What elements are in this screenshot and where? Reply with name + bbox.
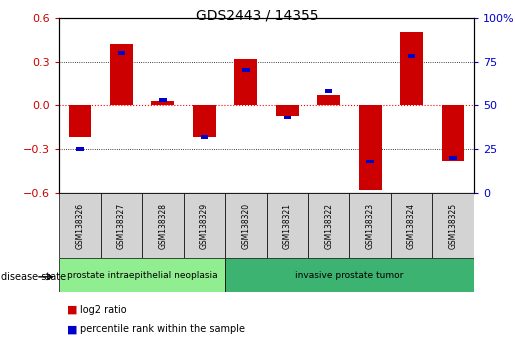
Text: GSM138329: GSM138329 bbox=[200, 202, 209, 249]
Bar bbox=[118, 51, 125, 55]
Bar bbox=[59, 258, 225, 292]
Bar bbox=[391, 193, 433, 258]
Bar bbox=[284, 116, 291, 119]
Bar bbox=[151, 101, 174, 105]
Bar bbox=[142, 193, 183, 258]
Text: ■: ■ bbox=[67, 305, 77, 315]
Bar bbox=[317, 95, 340, 105]
Bar bbox=[308, 193, 349, 258]
Text: invasive prostate tumor: invasive prostate tumor bbox=[295, 271, 404, 280]
Bar bbox=[193, 105, 216, 137]
Bar bbox=[367, 160, 374, 163]
Bar bbox=[225, 193, 267, 258]
Text: GSM138321: GSM138321 bbox=[283, 203, 291, 249]
Text: GSM138326: GSM138326 bbox=[76, 202, 84, 249]
Text: GSM138327: GSM138327 bbox=[117, 202, 126, 249]
Text: GSM138322: GSM138322 bbox=[324, 203, 333, 249]
Bar bbox=[325, 90, 332, 93]
Bar bbox=[400, 32, 423, 105]
Text: GDS2443 / 14355: GDS2443 / 14355 bbox=[196, 9, 319, 23]
Bar bbox=[349, 193, 391, 258]
Text: disease state: disease state bbox=[1, 272, 66, 282]
Text: prostate intraepithelial neoplasia: prostate intraepithelial neoplasia bbox=[67, 271, 217, 280]
Bar bbox=[225, 258, 474, 292]
Bar bbox=[442, 105, 465, 161]
Bar bbox=[267, 193, 308, 258]
Bar bbox=[242, 68, 249, 72]
Bar bbox=[433, 193, 474, 258]
Text: percentile rank within the sample: percentile rank within the sample bbox=[80, 324, 245, 334]
Bar bbox=[59, 193, 101, 258]
Text: GSM138323: GSM138323 bbox=[366, 202, 374, 249]
Text: GSM138325: GSM138325 bbox=[449, 202, 457, 249]
Bar bbox=[201, 135, 208, 139]
Text: GSM138328: GSM138328 bbox=[159, 203, 167, 249]
Bar bbox=[450, 156, 457, 160]
Bar bbox=[101, 193, 142, 258]
Bar bbox=[159, 98, 166, 102]
Text: GSM138324: GSM138324 bbox=[407, 202, 416, 249]
Text: GSM138320: GSM138320 bbox=[242, 202, 250, 249]
Text: log2 ratio: log2 ratio bbox=[80, 305, 127, 315]
Bar bbox=[234, 58, 257, 105]
Bar bbox=[184, 193, 225, 258]
Bar bbox=[408, 55, 415, 58]
Bar bbox=[68, 105, 91, 137]
Text: ■: ■ bbox=[67, 324, 77, 334]
Bar bbox=[76, 147, 83, 151]
Bar bbox=[359, 105, 382, 190]
Bar bbox=[276, 105, 299, 115]
Bar bbox=[110, 44, 133, 105]
